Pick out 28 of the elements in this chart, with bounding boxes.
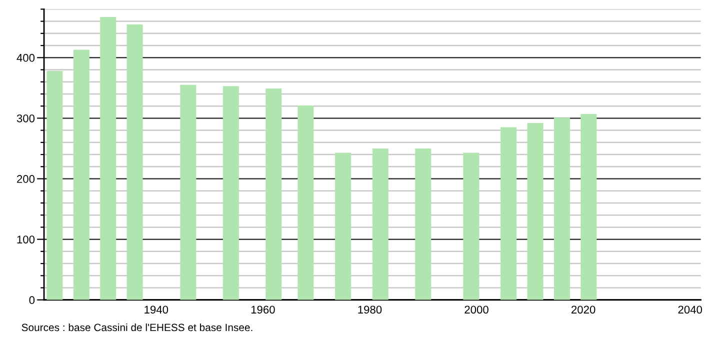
x-tick-label: 1960 (251, 306, 275, 314)
bar (266, 88, 282, 300)
x-tick-label: 1940 (144, 306, 168, 314)
bar (580, 114, 597, 300)
y-tick-label: 100 (17, 236, 35, 244)
bar (500, 127, 517, 300)
bar (415, 148, 432, 300)
bar (126, 24, 143, 300)
bar (463, 152, 480, 300)
bar (335, 152, 352, 300)
x-tick-label: 2000 (464, 306, 488, 314)
y-tick-label: 300 (16, 114, 35, 122)
x-tick-label: 2040 (678, 306, 702, 314)
source-note: Sources : base Cassini de l'EHESS et base Insee. (22, 323, 252, 332)
y-tick-label: 0 (29, 296, 35, 304)
bar (554, 118, 570, 300)
x-tick-label: 2020 (572, 306, 596, 314)
bar (527, 123, 544, 300)
bar (222, 86, 239, 300)
bar (180, 84, 196, 300)
bar (372, 148, 388, 300)
bar (46, 70, 63, 300)
bar (298, 105, 314, 300)
bar (100, 17, 116, 300)
x-tick-label: 1980 (358, 306, 382, 314)
bar (73, 50, 90, 300)
y-tick-label: 200 (17, 175, 35, 183)
y-tick-label: 400 (16, 54, 35, 62)
